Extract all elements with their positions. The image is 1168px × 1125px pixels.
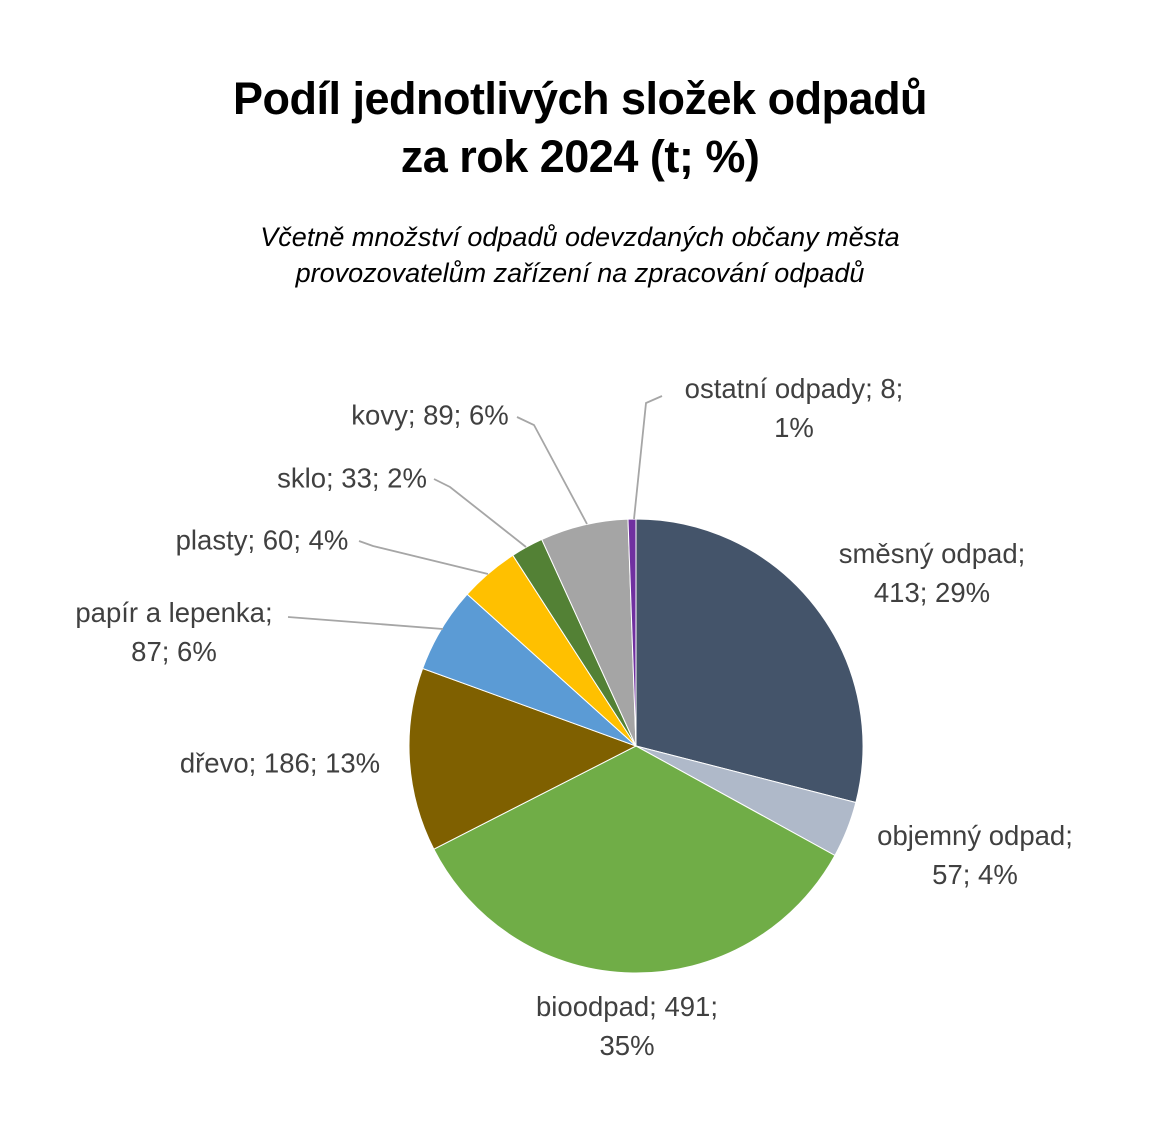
- data-label-plasty-line1: plasty; 60; 4%: [175, 524, 349, 556]
- data-label-bioodpad-line1: bioodpad; 491;: [536, 991, 718, 1022]
- chart-subtitle: Včetně množství odpadů odevzdaných občan…: [0, 219, 1160, 291]
- data-label-kovy-line1: kovy; 89; 6%: [351, 399, 509, 431]
- data-label-objemny-odpad-line1: objemný odpad;: [877, 820, 1073, 851]
- leader-line-papir-a-lepenka: [287, 616, 444, 630]
- chart-subtitle-line2: provozovatelům zařízení na zpracování od…: [295, 258, 865, 288]
- data-label-ostatni-odpady: ostatní odpady; 8; 1%: [685, 369, 904, 447]
- data-label-smesny-odpad-line1: směsný odpad;: [838, 538, 1026, 569]
- data-label-sklo-line1: sklo; 33; 2%: [277, 462, 427, 494]
- data-label-papir-a-lepenka: papír a lepenka; 87; 6%: [75, 593, 272, 671]
- data-label-smesny-odpad-line2: 413; 29%: [873, 577, 991, 608]
- data-label-drevo: dřevo; 186; 13%: [180, 744, 380, 783]
- pie-slice-ostatni-odpady: [627, 518, 637, 747]
- data-label-plasty: plasty; 60; 4%: [176, 521, 349, 560]
- leader-line-kovy: [516, 416, 588, 525]
- chart-title-line2: za rok 2024 (t; %): [400, 131, 760, 182]
- data-label-objemny-odpad-line2: 57; 4%: [932, 859, 1018, 890]
- data-label-kovy: kovy; 89; 6%: [351, 396, 508, 435]
- chart-title-line1: Podíl jednotlivých složek odpadů: [232, 73, 928, 124]
- data-label-ostatni-odpady-line2: 1%: [774, 412, 814, 443]
- data-label-papir-a-lepenka-line1: papír a lepenka;: [75, 597, 273, 628]
- chart-subtitle-line1: Včetně množství odpadů odevzdaných občan…: [260, 222, 900, 252]
- pie-slice-drevo: [408, 667, 638, 850]
- data-label-bioodpad-line2: 35%: [599, 1030, 655, 1061]
- leader-line-sklo: [433, 478, 527, 548]
- data-label-ostatni-odpady-line1: ostatní odpady; 8;: [684, 373, 904, 404]
- pie-slice-smesny-odpad: [635, 518, 864, 804]
- leader-line-ostatni-odpady: [633, 395, 663, 520]
- data-label-objemny-odpad: objemný odpad; 57; 4%: [877, 816, 1073, 894]
- leader-line-plasty: [358, 540, 489, 575]
- data-label-papir-a-lepenka-line2: 87; 6%: [131, 636, 217, 667]
- chart-title: Podíl jednotlivých složek odpadů za rok …: [0, 70, 1160, 186]
- pie-slice-bioodpad: [433, 745, 836, 974]
- data-label-bioodpad: bioodpad; 491; 35%: [536, 987, 718, 1065]
- data-label-drevo-line1: dřevo; 186; 13%: [179, 747, 381, 779]
- data-label-sklo: sklo; 33; 2%: [277, 459, 427, 498]
- data-label-smesny-odpad: směsný odpad; 413; 29%: [839, 534, 1026, 612]
